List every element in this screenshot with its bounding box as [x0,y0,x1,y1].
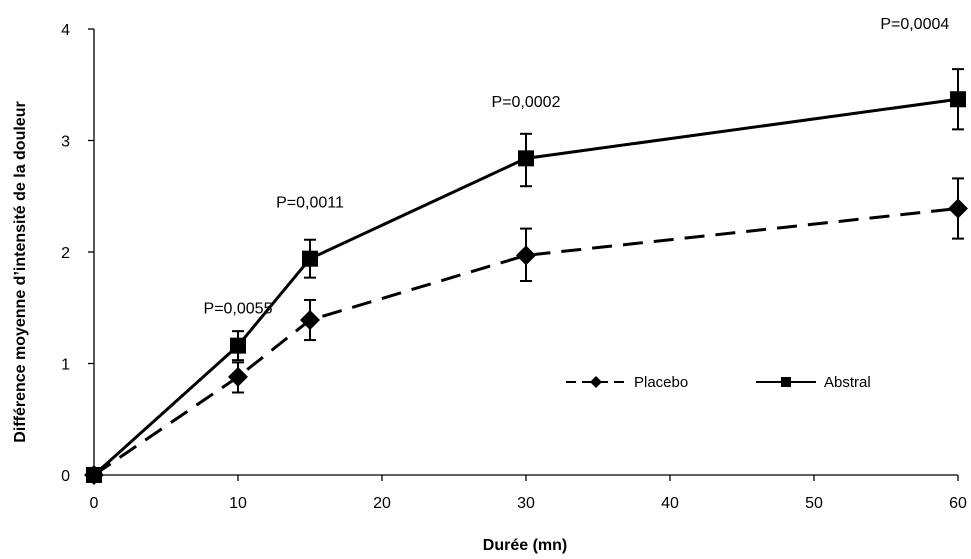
p-value-annotation: P=0,0055 [204,300,273,317]
annotations: P=0,0055 P=0,0011 P=0,0002 P=0,0004 [204,16,950,317]
data-point-square [86,467,102,483]
axes: 0 10 20 30 40 50 60 0 1 2 3 4 [61,22,967,512]
y-tick-label: 3 [61,134,70,151]
x-tick-label: 30 [517,495,535,512]
data-point-square [518,150,534,167]
y-tick-label: 0 [61,468,70,485]
x-tick-label: 40 [661,495,679,512]
data-point-diamond [228,366,248,387]
legend-label-placebo: Placebo [634,374,688,391]
y-tick-label: 1 [61,357,70,374]
x-tick-label: 10 [229,495,247,512]
y-axis-title: Différence moyenne d’intensité de la dou… [12,101,29,442]
series-abstral [86,68,966,483]
data-point-diamond [300,310,320,331]
p-value-annotation: P=0,0011 [276,194,344,211]
y-tick-label: 4 [61,22,70,39]
legend-marker-square [781,377,791,387]
series-layer [84,68,968,485]
y-tick-label: 2 [61,245,70,262]
x-tick-label: 60 [949,495,967,512]
legend-label-abstral: Abstral [824,374,871,391]
x-tick-label: 50 [805,495,823,512]
x-axis-title: Durée (mn) [483,537,567,554]
data-point-square [950,91,966,108]
data-point-square [230,337,246,354]
p-value-annotation: P=0,0004 [880,16,949,33]
legend-marker-diamond [590,376,602,388]
x-tick-label: 20 [373,495,391,512]
data-point-square [302,250,318,267]
x-tick-label: 0 [90,495,99,512]
data-point-diamond [948,198,968,219]
series-placebo [84,177,968,485]
p-value-annotation: P=0,0002 [492,94,561,111]
legend: Placebo Abstral [566,374,871,391]
data-point-diamond [516,245,536,266]
